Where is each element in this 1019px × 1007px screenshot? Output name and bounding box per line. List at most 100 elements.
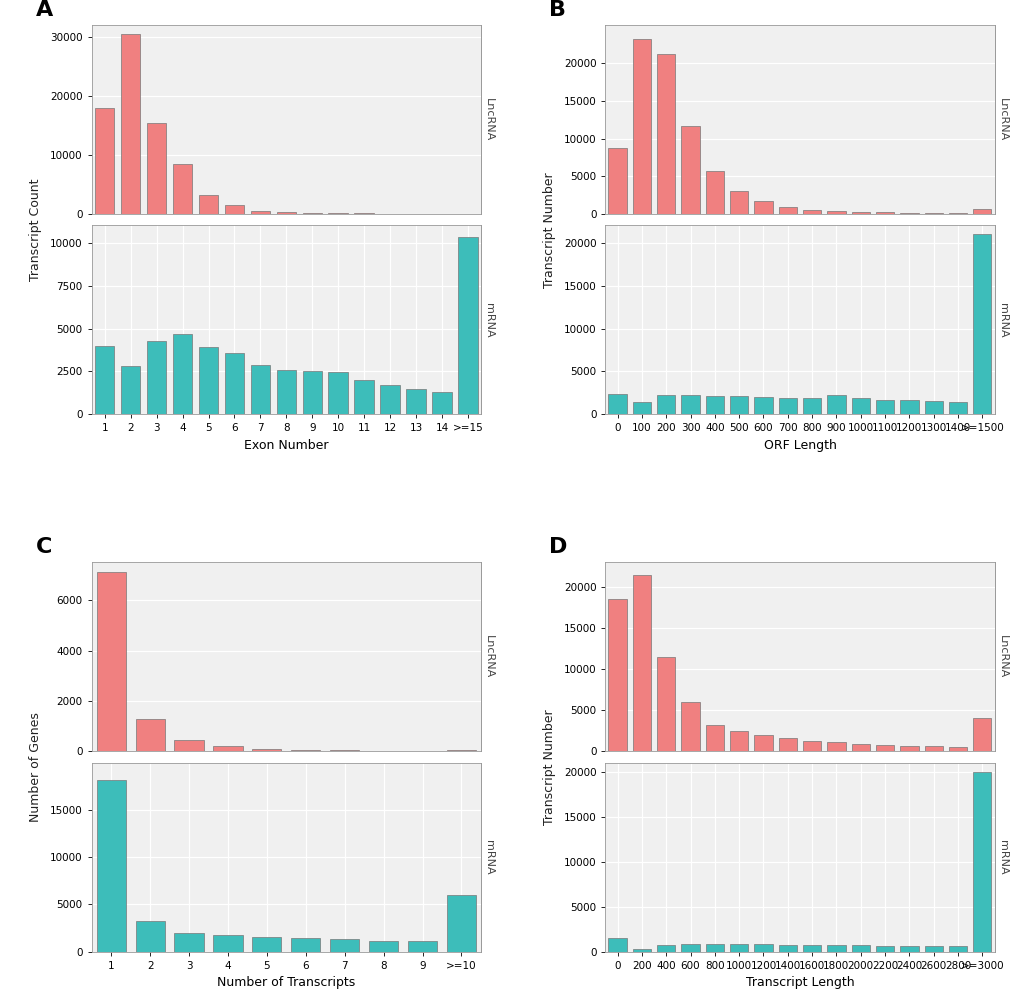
Bar (900, 400, 917, 415)
Bar (330, 750, 359, 751)
Bar (730, 731, 748, 751)
Bar (147, 123, 166, 214)
Bar (632, 575, 650, 751)
Text: D: D (549, 538, 568, 557)
Bar (777, 398, 796, 415)
Bar (121, 367, 141, 415)
Bar (851, 744, 869, 751)
Bar (730, 190, 748, 214)
Bar (681, 944, 699, 952)
Bar (632, 949, 650, 952)
Bar (730, 397, 748, 415)
X-axis label: Transcript Length: Transcript Length (745, 976, 854, 989)
Bar (875, 212, 894, 214)
Bar (608, 148, 626, 214)
Bar (303, 212, 322, 214)
Bar (174, 932, 204, 952)
Bar (172, 164, 193, 214)
Bar (330, 940, 359, 952)
Bar (875, 400, 894, 415)
Y-axis label: LncRNA: LncRNA (484, 635, 494, 679)
Bar (948, 747, 966, 751)
Bar (199, 347, 218, 415)
Bar (754, 200, 771, 214)
Bar (777, 945, 796, 952)
Bar (923, 212, 942, 214)
Y-axis label: mRNA: mRNA (997, 840, 1007, 874)
Text: Transcript Number: Transcript Number (542, 172, 555, 288)
Bar (121, 34, 141, 214)
Bar (705, 396, 723, 415)
Text: Transcript Count: Transcript Count (30, 178, 42, 281)
Bar (754, 735, 771, 751)
Bar (446, 750, 476, 751)
Y-axis label: LncRNA: LncRNA (997, 635, 1007, 679)
Bar (802, 210, 820, 214)
Bar (705, 944, 723, 952)
Bar (802, 398, 820, 415)
Bar (826, 395, 845, 415)
Bar (291, 750, 320, 751)
Bar (147, 340, 166, 415)
Bar (656, 395, 675, 415)
Text: B: B (549, 0, 566, 20)
Y-axis label: mRNA: mRNA (484, 840, 494, 874)
Bar (369, 942, 397, 952)
Bar (303, 372, 322, 415)
Bar (608, 599, 626, 751)
Bar (458, 238, 477, 415)
Bar (705, 725, 723, 751)
Bar (97, 572, 125, 751)
Bar (875, 946, 894, 952)
Bar (380, 386, 399, 415)
Bar (328, 373, 347, 415)
Bar (972, 234, 990, 415)
Text: C: C (36, 538, 52, 557)
Bar (252, 938, 281, 952)
Bar (213, 746, 243, 751)
Bar (172, 333, 193, 415)
Bar (802, 740, 820, 751)
Y-axis label: mRNA: mRNA (997, 303, 1007, 337)
Bar (681, 395, 699, 415)
Bar (656, 657, 675, 751)
Bar (251, 210, 270, 214)
Bar (923, 401, 942, 415)
Bar (972, 718, 990, 751)
Text: Transcript Number: Transcript Number (542, 709, 555, 825)
Bar (826, 211, 845, 214)
Bar (354, 380, 374, 415)
X-axis label: ORF Length: ORF Length (763, 439, 836, 452)
Bar (199, 195, 218, 214)
Bar (291, 939, 320, 952)
Bar (705, 171, 723, 214)
Bar (406, 389, 425, 415)
Bar (948, 212, 966, 214)
Bar (777, 738, 796, 751)
Bar (730, 945, 748, 952)
Bar (826, 946, 845, 952)
Bar (95, 108, 114, 214)
Bar (851, 398, 869, 415)
Bar (875, 745, 894, 751)
Bar (681, 702, 699, 751)
Bar (972, 208, 990, 214)
Bar (224, 205, 244, 214)
Bar (948, 402, 966, 415)
Bar (754, 945, 771, 952)
Bar (251, 365, 270, 415)
Bar (802, 946, 820, 952)
Bar (754, 397, 771, 415)
Y-axis label: mRNA: mRNA (484, 303, 494, 337)
Bar (948, 947, 966, 952)
Bar (851, 211, 869, 214)
Text: A: A (36, 0, 53, 20)
Bar (681, 127, 699, 214)
Bar (276, 370, 296, 415)
Y-axis label: LncRNA: LncRNA (997, 98, 1007, 141)
Bar (97, 779, 125, 952)
Bar (252, 749, 281, 751)
Bar (632, 402, 650, 415)
Bar (923, 746, 942, 751)
Bar (213, 936, 243, 952)
